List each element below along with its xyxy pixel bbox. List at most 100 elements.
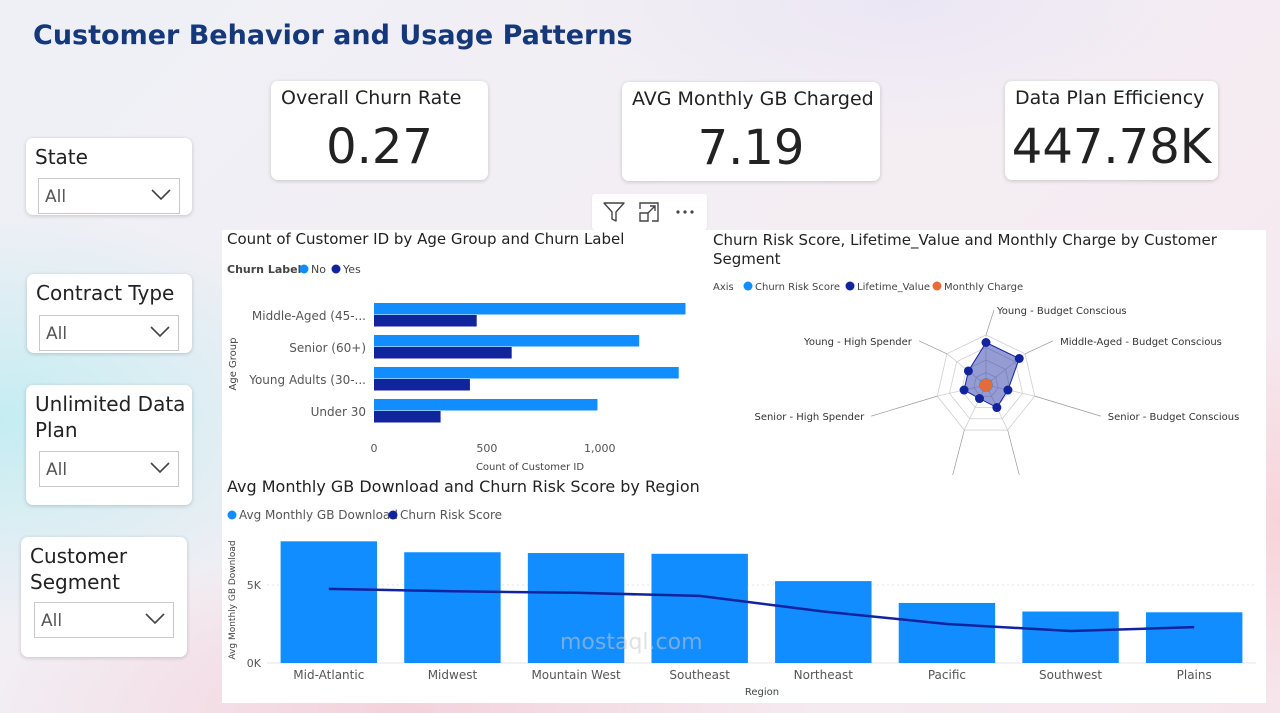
legend-label: Lifetime_Value (857, 282, 930, 293)
bar (374, 303, 686, 315)
x-tick-label: 500 (476, 442, 497, 455)
bar (374, 335, 640, 347)
kpi-card-churn-rate: Overall Churn Rate 0.27 (271, 81, 488, 180)
chevron-down-icon (151, 189, 171, 201)
legend-title: Axis (713, 282, 734, 293)
radar-leader-line (918, 340, 948, 355)
watermark: mostaql.com (560, 630, 703, 655)
age-group-chart-panel: Count of Customer ID by Age Group and Ch… (222, 230, 708, 475)
radar-spoke (963, 384, 987, 431)
bar (898, 602, 996, 663)
x-axis-label: Region (745, 687, 779, 698)
customer-segment-dropdown[interactable]: All (34, 602, 174, 638)
bar (374, 347, 512, 359)
chart-title: Count of Customer ID by Age Group and Ch… (227, 230, 625, 248)
legend-marker (227, 510, 237, 520)
legend-label: No (311, 263, 326, 276)
x-tick-label: 1,000 (584, 442, 616, 455)
bar (1022, 611, 1119, 663)
bar (527, 553, 625, 663)
bar (374, 411, 441, 423)
segment-radar-chart: Axis Churn Risk Score Lifetime_Value Monthl… (713, 281, 1240, 475)
x-tick-label: Mountain West (531, 668, 621, 682)
bar (374, 315, 477, 327)
bar (404, 552, 501, 663)
legend-label: Avg Monthly GB Download (239, 508, 398, 522)
x-tick-label: Southeast (669, 668, 730, 682)
chevron-down-icon (150, 326, 170, 338)
bar (1145, 612, 1243, 663)
legend-label: Churn Risk Score (755, 282, 840, 293)
x-axis-label: Count of Customer ID (476, 462, 584, 473)
bar (651, 553, 748, 663)
chart-title: Avg Monthly GB Download and Churn Risk S… (227, 477, 700, 496)
age-group-chart: Churn Label No Yes Middle-Aged (45-... Senio… (227, 263, 686, 473)
radar-grid-ring (936, 334, 1036, 431)
slicer-label: Contract Type (36, 281, 175, 305)
bar (374, 379, 470, 391)
focus-mode-icon[interactable] (634, 197, 664, 227)
y-tick-label: Under 30 (311, 405, 366, 419)
line-series (328, 587, 1195, 633)
legend-marker (299, 264, 309, 274)
unlimited-data-plan-dropdown[interactable]: All (39, 451, 179, 487)
page-title: Customer Behavior and Usage Patterns (33, 20, 633, 51)
kpi-value: 447.78K (1011, 119, 1212, 175)
kpi-card-avg-monthly-gb: AVG Monthly GB Charged 7.19 (622, 82, 880, 181)
slicer-label: Unlimited Data Plan (35, 392, 186, 442)
radar-point (1014, 354, 1024, 364)
legend-label: Monthly Charge (944, 282, 1023, 293)
slicer-contract-type: Contract Type All (27, 274, 192, 353)
x-tick-label: Midwest (428, 668, 478, 682)
radar-leader-line (952, 429, 965, 475)
bar (775, 581, 872, 663)
bar (280, 541, 378, 663)
slicer-unlimited-data-plan: Unlimited Data Plan All (26, 385, 192, 505)
legend-marker (743, 281, 753, 291)
legend-label: Churn Risk Score (400, 508, 502, 522)
region-chart-panel: Avg Monthly GB Download and Churn Risk S… (222, 475, 1266, 703)
radar-axis-label: Senior - Budget Conscious (1108, 412, 1240, 423)
dropdown-value: All (46, 324, 68, 344)
radar-point (992, 403, 1002, 413)
radar-point (974, 394, 984, 404)
chevron-down-icon (145, 613, 165, 625)
dropdown-value: All (46, 460, 68, 480)
radar-axis-label: Senior - High Spender (754, 412, 865, 423)
legend-marker (932, 281, 942, 291)
y-axis-label: Avg Monthly GB Download (228, 540, 238, 659)
chart-title: Churn Risk Score, Lifetime_Value and Mon… (713, 231, 1217, 268)
x-tick-label: Southwest (1039, 668, 1102, 682)
x-tick-label: 0 (371, 442, 378, 455)
radar-leader-line (871, 395, 938, 417)
visual-header (592, 194, 707, 230)
radar-point (1003, 385, 1013, 395)
filter-icon[interactable] (599, 197, 629, 227)
state-dropdown[interactable]: All (38, 178, 180, 214)
y-axis-label: Age Group (228, 338, 239, 391)
radar-point (981, 338, 991, 347)
radar-leader-line (1024, 340, 1054, 355)
y-tick-label: Middle-Aged (45-... (252, 309, 366, 323)
legend-title: Churn Label (227, 263, 301, 276)
x-tick-label: Plains (1177, 668, 1212, 682)
region-chart: Avg Monthly GB Download Churn Risk Score0… (227, 508, 1256, 698)
dropdown-value: All (41, 611, 63, 631)
more-options-icon[interactable] (670, 197, 700, 227)
y-tick-label: Senior (60+) (289, 341, 366, 355)
radar-axis-label: Young - High Spender (803, 337, 913, 348)
radar-point (979, 378, 991, 390)
kpi-card-data-plan-efficiency: Data Plan Efficiency 447.78K (1005, 81, 1218, 180)
radar-leader-line (1034, 395, 1101, 417)
x-tick-label: Mid-Atlantic (293, 668, 364, 682)
x-tick-label: Pacific (928, 668, 966, 682)
bar (374, 399, 598, 411)
legend-marker (845, 281, 855, 291)
contract-type-dropdown[interactable]: All (39, 315, 179, 351)
radar-axis-label: Young - Budget Conscious (996, 306, 1127, 317)
radar-point (963, 366, 973, 376)
legend-marker (331, 264, 341, 274)
kpi-value: 7.19 (697, 120, 805, 176)
slicer-state: State All (26, 138, 192, 215)
dropdown-value: All (45, 187, 67, 207)
